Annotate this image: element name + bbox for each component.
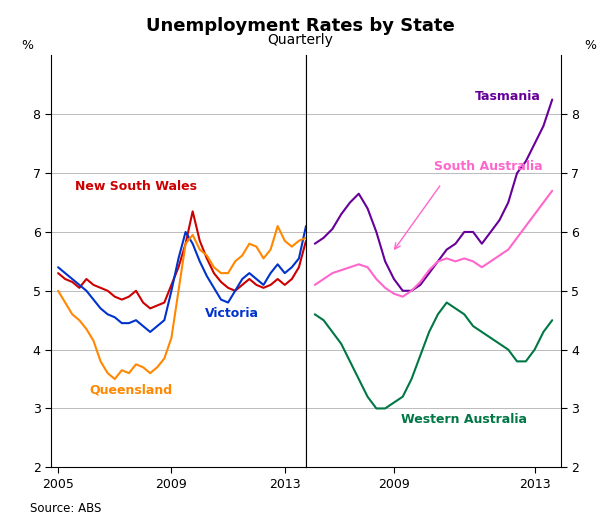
Text: Victoria: Victoria (205, 307, 259, 320)
Text: Tasmania: Tasmania (475, 90, 541, 102)
Text: %: % (22, 39, 34, 52)
Text: %: % (585, 39, 597, 52)
Text: Queensland: Queensland (89, 384, 172, 397)
Text: Quarterly: Quarterly (267, 33, 333, 47)
Text: Western Australia: Western Australia (401, 413, 527, 426)
Text: South Australia: South Australia (434, 160, 543, 173)
Text: Unemployment Rates by State: Unemployment Rates by State (146, 17, 454, 35)
Text: Source: ABS: Source: ABS (30, 502, 101, 515)
Text: New South Wales: New South Wales (75, 180, 197, 193)
